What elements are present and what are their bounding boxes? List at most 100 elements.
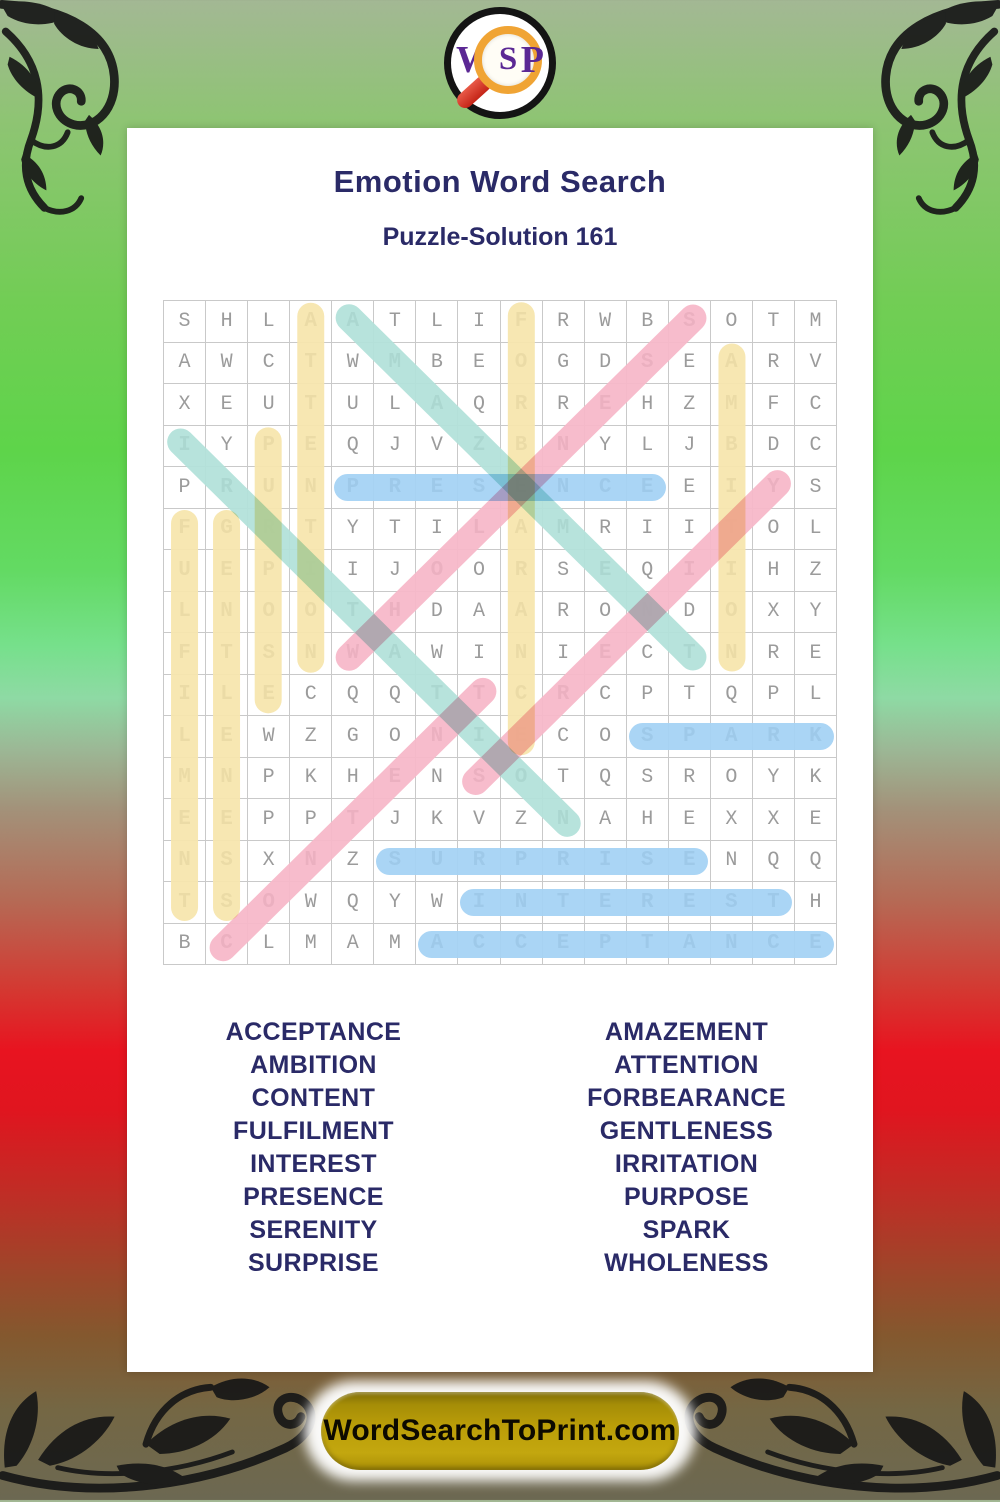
grid-cell: P	[752, 674, 795, 716]
grid-cell: I	[458, 633, 501, 675]
logo-letter-s: S	[498, 41, 518, 77]
grid-cell: S	[542, 550, 585, 592]
grid-cell: E	[794, 633, 837, 675]
grid-cell: U	[164, 550, 207, 592]
grid-cell: T	[542, 757, 585, 799]
grid-cell: E	[584, 384, 627, 426]
grid-cell: N	[290, 840, 333, 882]
grid-cell: C	[626, 633, 669, 675]
grid-cell: H	[206, 301, 249, 343]
grid-cell: T	[374, 301, 417, 343]
grid-cell: U	[248, 467, 291, 509]
grid-cell: O	[500, 342, 543, 384]
grid-cell: D	[584, 342, 627, 384]
grid-cell: J	[374, 799, 417, 841]
grid-cell: B	[626, 301, 669, 343]
grid-cell: Q	[626, 550, 669, 592]
grid-cell: Q	[332, 425, 375, 467]
grid-cell: O	[584, 716, 627, 758]
grid-cell: E	[374, 757, 417, 799]
grid-cell: W	[206, 342, 249, 384]
word-list-right-column: AMAZEMENT ATTENTION FORBEARANCE GENTLENESS I…	[500, 1016, 873, 1280]
flourish-ornament-bottom-right	[657, 1350, 1000, 1502]
grid-cell: G	[206, 508, 249, 550]
grid-cell: P	[248, 425, 291, 467]
grid-cell: S	[164, 301, 207, 343]
grid-cell: O	[290, 591, 333, 633]
grid-cell: I	[290, 550, 333, 592]
grid-cell: A	[164, 342, 207, 384]
grid-cell: H	[626, 384, 669, 426]
grid-cell: I	[710, 550, 753, 592]
grid-cell: C	[794, 425, 837, 467]
grid-cell: Z	[500, 799, 543, 841]
word-list-item: FORBEARANCE	[587, 1084, 786, 1112]
grid-cell: I	[416, 508, 459, 550]
grid-cell: R	[542, 591, 585, 633]
grid-cell: Z	[290, 716, 333, 758]
grid-cell: N	[542, 467, 585, 509]
grid-cell: M	[290, 923, 333, 965]
grid-cell: T	[290, 508, 333, 550]
grid-cell: S	[206, 840, 249, 882]
grid-cell: H	[374, 591, 417, 633]
grid-cell: I	[164, 674, 207, 716]
grid-cell: N	[542, 425, 585, 467]
grid-cell: I	[458, 882, 501, 924]
grid-cell: E	[458, 342, 501, 384]
grid-cell: S	[626, 716, 669, 758]
grid-cell: P	[248, 799, 291, 841]
grid-cell: S	[626, 342, 669, 384]
grid-cell: B	[164, 923, 207, 965]
puzzle-card: Emotion Word Search Puzzle-Solution 161 …	[127, 128, 873, 1372]
grid-cell: R	[584, 508, 627, 550]
grid-cell: R	[500, 384, 543, 426]
grid-cell: A	[458, 591, 501, 633]
grid-cell: T	[626, 923, 669, 965]
grid-cell: T	[374, 508, 417, 550]
grid-cell: E	[206, 716, 249, 758]
grid-cell: L	[458, 508, 501, 550]
grid-cell: R	[206, 467, 249, 509]
grid-cell: W	[332, 342, 375, 384]
grid-cell: T	[752, 882, 795, 924]
grid-cell: S	[710, 882, 753, 924]
grid-cell: E	[290, 425, 333, 467]
grid-cell: I	[332, 550, 375, 592]
grid-cell: S	[626, 840, 669, 882]
grid-cell: Z	[668, 384, 711, 426]
grid-cell: K	[794, 757, 837, 799]
grid-cell: A	[374, 633, 417, 675]
grid-cell: W	[332, 633, 375, 675]
grid-cell: L	[248, 923, 291, 965]
grid-cell: B	[710, 425, 753, 467]
grid-cell: L	[248, 301, 291, 343]
grid-cell: R	[626, 882, 669, 924]
word-list-item: ATTENTION	[614, 1051, 759, 1079]
grid-cell: U	[248, 384, 291, 426]
grid-cell: E	[794, 923, 837, 965]
grid-cell: R	[752, 342, 795, 384]
grid-cell: A	[710, 716, 753, 758]
grid-cell: S	[374, 840, 417, 882]
grid-cell: M	[374, 342, 417, 384]
grid-cell: A	[584, 799, 627, 841]
grid-cell: X	[164, 384, 207, 426]
grid-cell: Z	[794, 550, 837, 592]
grid-cell: P	[500, 840, 543, 882]
grid-cell: E	[500, 716, 543, 758]
magnifier-lens-icon: S	[474, 26, 542, 94]
word-list-item: ACCEPTANCE	[225, 1018, 402, 1046]
grid-cell: J	[374, 550, 417, 592]
grid-cell: E	[794, 799, 837, 841]
grid-cell: I	[668, 550, 711, 592]
grid-cell: T	[542, 882, 585, 924]
grid-cell: E	[206, 384, 249, 426]
grid-cell: R	[542, 840, 585, 882]
wsp-logo: W S P	[444, 7, 556, 119]
grid-cell: N	[290, 633, 333, 675]
grid-cell: W	[416, 882, 459, 924]
grid-cell: V	[416, 425, 459, 467]
grid-cell: A	[668, 923, 711, 965]
